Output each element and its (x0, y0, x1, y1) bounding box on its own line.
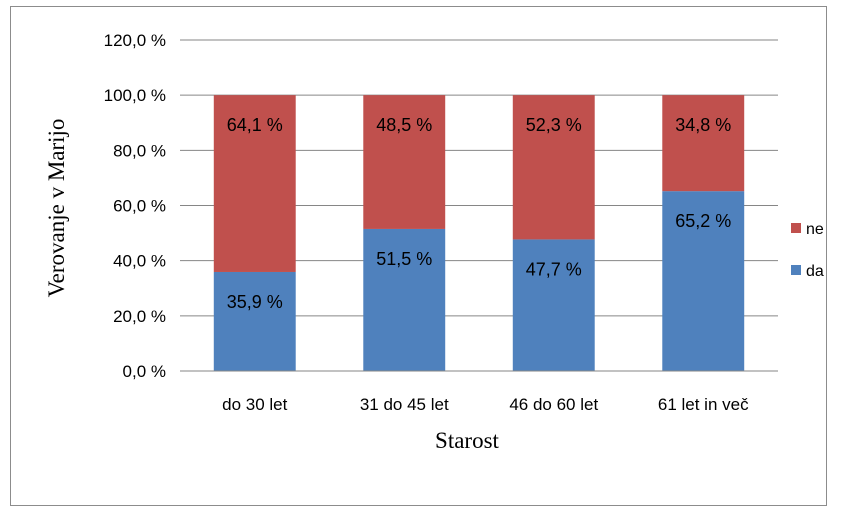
data-label: 35,9 % (227, 292, 283, 312)
data-label: 64,1 % (227, 115, 283, 135)
x-axis-title: Starost (435, 428, 500, 453)
bar-segment-da (662, 191, 745, 371)
legend-swatch (791, 265, 801, 275)
y-axis-ticks: 0,0 % 20,0 % 40,0 % 60,0 % 80,0 % 100,0 % 120,… (104, 31, 166, 381)
bar-segment-ne (662, 95, 745, 192)
x-tick-label: 46 do 60 let (509, 395, 598, 414)
y-tick-label: 0,0 % (123, 362, 166, 381)
y-tick-label: 40,0 % (113, 252, 166, 271)
bar-segment-da (363, 228, 446, 371)
bars (213, 95, 745, 371)
data-label: 51,5 % (376, 249, 432, 269)
legend-label: ne (806, 221, 824, 238)
bar-segment-ne (363, 95, 446, 229)
x-tick-label: do 30 let (222, 395, 287, 414)
bar-segment-da (213, 271, 296, 371)
bar-segment-da (512, 239, 595, 371)
data-label: 52,3 % (526, 115, 582, 135)
stacked-bar-chart: 0,0 % 20,0 % 40,0 % 60,0 % 80,0 % 100,0 % 120,… (44, 31, 824, 453)
bar-segment-ne (213, 95, 296, 272)
x-tick-label: 61 let in več (658, 395, 749, 414)
legend: ne da (791, 221, 824, 280)
x-tick-label: 31 do 45 let (360, 395, 449, 414)
y-tick-label: 80,0 % (113, 141, 166, 160)
x-axis-ticks: do 30 let 31 do 45 let 46 do 60 let 61 let … (222, 395, 749, 414)
y-tick-label: 120,0 % (104, 31, 166, 50)
data-label: 34,8 % (675, 115, 731, 135)
legend-swatch (791, 223, 801, 233)
data-label: 65,2 % (675, 211, 731, 231)
data-label: 48,5 % (376, 115, 432, 135)
data-labels: 35,9 % 64,1 % 51,5 % 48,5 % 47,7 % 52,3 % 65,2… (227, 115, 732, 312)
data-label: 47,7 % (526, 259, 582, 279)
bar-segment-ne (512, 95, 595, 240)
legend-label: da (806, 263, 824, 280)
y-tick-label: 60,0 % (113, 197, 166, 216)
y-axis-title: Verovanje v Marijo (44, 119, 69, 298)
y-tick-label: 20,0 % (113, 307, 166, 326)
y-tick-label: 100,0 % (104, 86, 166, 105)
